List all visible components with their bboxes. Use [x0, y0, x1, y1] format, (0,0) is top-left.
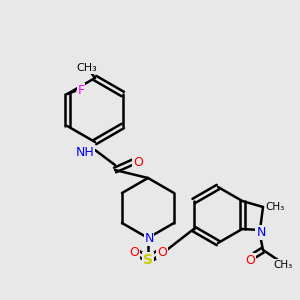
Text: CH₃: CH₃	[266, 202, 285, 212]
Text: CH₃: CH₃	[266, 203, 286, 213]
Text: N: N	[255, 226, 265, 239]
Text: S: S	[143, 253, 153, 267]
Text: O: O	[157, 245, 167, 259]
Text: O: O	[133, 155, 143, 169]
Text: N: N	[256, 226, 266, 238]
Text: O: O	[129, 245, 139, 259]
Text: O: O	[245, 254, 255, 266]
Text: N: N	[144, 232, 154, 245]
Text: CH₃: CH₃	[76, 63, 98, 73]
Text: NH: NH	[76, 146, 94, 158]
Text: CH₃: CH₃	[273, 260, 292, 270]
Text: F: F	[78, 83, 85, 97]
